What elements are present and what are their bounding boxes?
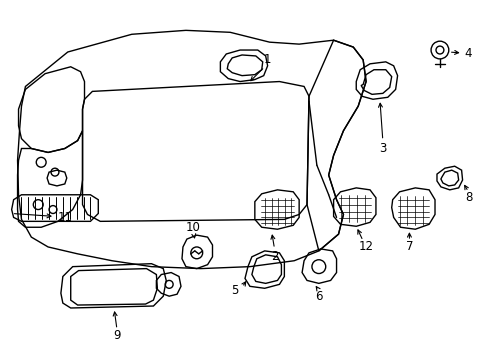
Text: 9: 9 xyxy=(113,329,121,342)
Text: 8: 8 xyxy=(464,191,471,204)
Text: 12: 12 xyxy=(358,240,373,253)
Text: 11: 11 xyxy=(57,211,72,224)
Text: 2: 2 xyxy=(270,250,278,263)
Text: 10: 10 xyxy=(185,221,200,234)
Text: 3: 3 xyxy=(378,142,386,155)
Text: 6: 6 xyxy=(314,290,322,303)
Text: 4: 4 xyxy=(464,48,471,60)
Text: 7: 7 xyxy=(405,240,412,253)
Text: 5: 5 xyxy=(231,284,238,297)
Text: 1: 1 xyxy=(264,53,271,66)
